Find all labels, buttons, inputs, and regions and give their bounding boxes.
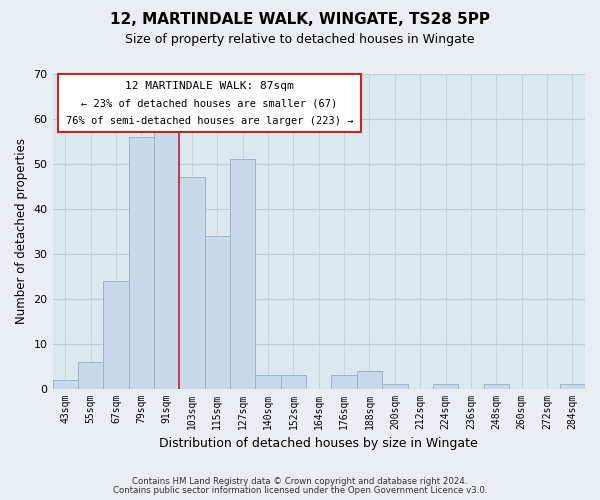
Bar: [357, 370, 382, 388]
Bar: [103, 280, 128, 388]
Text: 76% of semi-detached houses are larger (223) →: 76% of semi-detached houses are larger (…: [66, 116, 353, 126]
Bar: [53, 380, 78, 388]
Bar: [484, 384, 509, 388]
Bar: [281, 375, 306, 388]
Text: Contains HM Land Registry data © Crown copyright and database right 2024.: Contains HM Land Registry data © Crown c…: [132, 477, 468, 486]
Text: Size of property relative to detached houses in Wingate: Size of property relative to detached ho…: [125, 32, 475, 46]
Text: Contains public sector information licensed under the Open Government Licence v3: Contains public sector information licen…: [113, 486, 487, 495]
Bar: [560, 384, 585, 388]
Text: 12, MARTINDALE WALK, WINGATE, TS28 5PP: 12, MARTINDALE WALK, WINGATE, TS28 5PP: [110, 12, 490, 28]
Bar: [256, 375, 281, 388]
FancyBboxPatch shape: [58, 74, 361, 132]
Bar: [78, 362, 103, 388]
Bar: [179, 178, 205, 388]
Bar: [382, 384, 407, 388]
X-axis label: Distribution of detached houses by size in Wingate: Distribution of detached houses by size …: [160, 437, 478, 450]
Bar: [154, 132, 179, 388]
Bar: [331, 375, 357, 388]
Text: ← 23% of detached houses are smaller (67): ← 23% of detached houses are smaller (67…: [82, 98, 338, 108]
Text: 12 MARTINDALE WALK: 87sqm: 12 MARTINDALE WALK: 87sqm: [125, 80, 294, 90]
Bar: [433, 384, 458, 388]
Bar: [205, 236, 230, 388]
Bar: [230, 160, 256, 388]
Y-axis label: Number of detached properties: Number of detached properties: [15, 138, 28, 324]
Bar: [128, 137, 154, 388]
